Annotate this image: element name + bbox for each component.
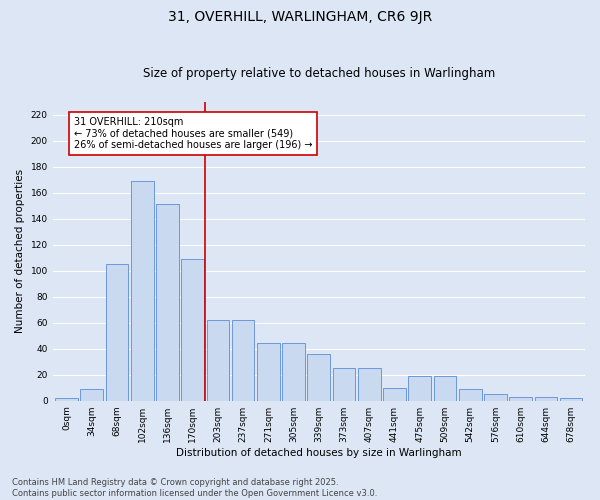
Bar xyxy=(560,398,583,400)
Text: 31 OVERHILL: 210sqm
← 73% of detached houses are smaller (549)
26% of semi-detac: 31 OVERHILL: 210sqm ← 73% of detached ho… xyxy=(74,117,313,150)
Title: Size of property relative to detached houses in Warlingham: Size of property relative to detached ho… xyxy=(143,66,495,80)
Bar xyxy=(409,376,431,400)
Bar xyxy=(282,344,305,400)
Bar xyxy=(509,397,532,400)
Bar xyxy=(80,389,103,400)
Bar xyxy=(55,398,78,400)
Bar xyxy=(156,204,179,400)
Text: 31, OVERHILL, WARLINGHAM, CR6 9JR: 31, OVERHILL, WARLINGHAM, CR6 9JR xyxy=(168,10,432,24)
Bar xyxy=(206,320,229,400)
Bar xyxy=(181,259,204,400)
Bar xyxy=(535,397,557,400)
Bar xyxy=(232,320,254,400)
Bar xyxy=(358,368,380,400)
Y-axis label: Number of detached properties: Number of detached properties xyxy=(15,169,25,333)
Bar xyxy=(257,344,280,400)
Text: Contains HM Land Registry data © Crown copyright and database right 2025.
Contai: Contains HM Land Registry data © Crown c… xyxy=(12,478,377,498)
Bar xyxy=(434,376,457,400)
Bar xyxy=(131,181,154,400)
Bar xyxy=(459,389,482,400)
Bar xyxy=(333,368,355,400)
Bar xyxy=(106,264,128,400)
Bar xyxy=(484,394,507,400)
Bar xyxy=(307,354,330,401)
Bar xyxy=(383,388,406,400)
X-axis label: Distribution of detached houses by size in Warlingham: Distribution of detached houses by size … xyxy=(176,448,461,458)
